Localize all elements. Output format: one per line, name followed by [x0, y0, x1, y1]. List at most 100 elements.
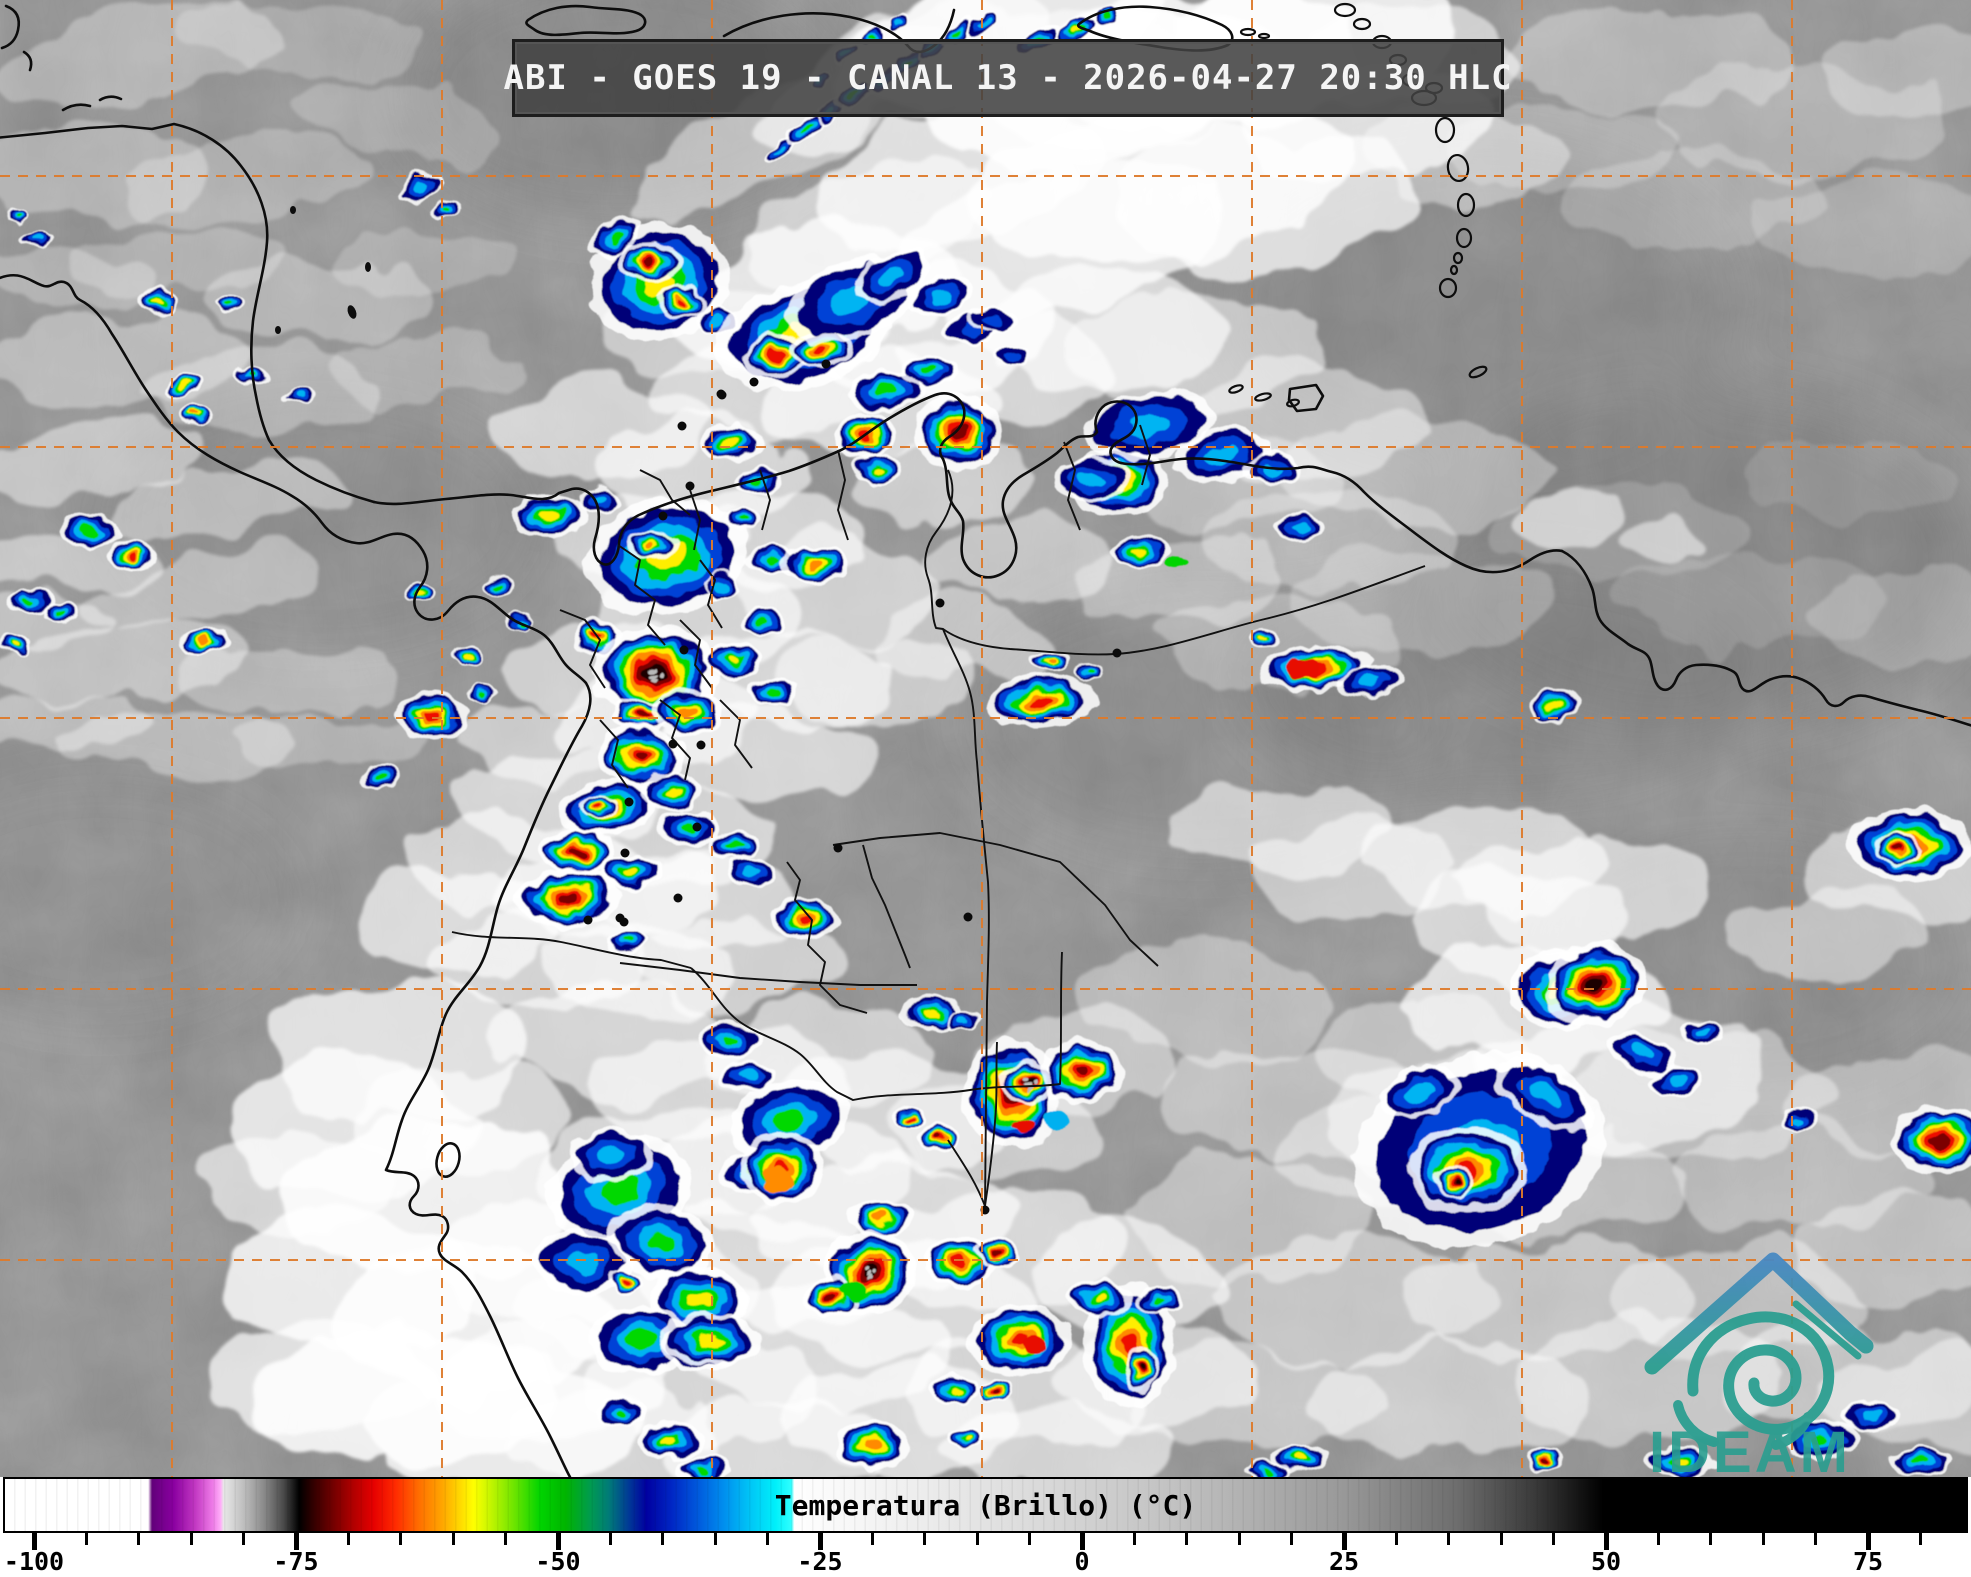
convective-cell — [285, 387, 315, 405]
cloud-blob — [1520, 490, 1620, 550]
colorbar-minor-tick — [189, 1533, 193, 1545]
ideam-logo: IDEAM — [1644, 1252, 1874, 1482]
convective-cell — [785, 114, 825, 146]
convective-cell — [721, 507, 763, 533]
convective-cell — [58, 513, 122, 551]
cloud-blob — [865, 600, 1055, 680]
temperature-colorbar: Temperatura (Brillo) (°C) — [3, 1477, 1968, 1533]
cloud-blob — [640, 915, 840, 1005]
cloud-blob — [320, 335, 520, 405]
convective-cell — [975, 1234, 1019, 1270]
colorbar-tick-label: -25 — [797, 1547, 843, 1576]
border-dept-1 — [617, 544, 666, 646]
convective-cell — [651, 1265, 749, 1335]
colorbar-major-tick — [1341, 1533, 1347, 1550]
coast-bay-islands — [0, 4, 123, 112]
convective-cell — [890, 1107, 926, 1129]
convective-cell — [567, 1128, 653, 1182]
convective-cell — [984, 674, 1096, 730]
convective-cell — [1001, 1061, 1055, 1103]
coast-honduras-nicaragua — [0, 122, 376, 504]
convective-cell — [977, 1379, 1013, 1401]
convective-cell — [1273, 1444, 1327, 1472]
convective-cell — [970, 9, 1000, 35]
convective-cell — [1843, 1400, 1897, 1432]
border-dept-4 — [699, 559, 723, 629]
city-dot — [658, 511, 668, 521]
convective-cell — [1528, 688, 1582, 722]
convective-cell — [1123, 1344, 1159, 1392]
cloud-blob — [860, 440, 1040, 520]
colorbar-minor-tick — [1447, 1533, 1451, 1545]
convective-cell — [703, 642, 763, 678]
cloud-blob — [170, 650, 390, 710]
city-dot — [833, 843, 843, 853]
cloud-blob — [360, 1065, 560, 1175]
convective-cell — [992, 345, 1032, 367]
convective-cell — [1649, 1066, 1703, 1098]
convective-cell — [1013, 1119, 1033, 1133]
convective-cell — [607, 1272, 643, 1294]
border-venezuela-internal — [1063, 424, 1151, 531]
cloud-blob — [101, 460, 359, 540]
border-vichada — [832, 832, 1159, 967]
cloud-blob — [0, 423, 210, 497]
city-dot — [677, 421, 687, 431]
city-dot — [679, 645, 689, 655]
convective-cell — [484, 575, 516, 595]
border-dept-6 — [599, 719, 629, 789]
cloud-blob — [660, 1400, 900, 1477]
convective-cell — [395, 690, 469, 742]
convective-cell — [656, 809, 720, 847]
city-dot — [716, 389, 726, 399]
convective-cell — [1407, 1126, 1529, 1214]
convective-cell — [944, 1012, 980, 1032]
convective-cell — [593, 1396, 647, 1428]
cloud-blob — [1820, 25, 1971, 115]
logo-roof-inner-line — [1792, 1300, 1862, 1360]
coast-trinidad — [1287, 383, 1325, 413]
cloud-blob — [650, 715, 870, 805]
colorbar-minor-tick — [923, 1533, 927, 1545]
convective-cell — [914, 392, 1002, 472]
convective-cell — [900, 355, 960, 385]
cloud-blob — [210, 1320, 430, 1440]
colorbar-minor-tick — [1918, 1533, 1922, 1545]
colorbar-strip: Temperatura (Brillo) (°C) -100 -75 -50 -25 0… — [0, 1477, 1971, 1577]
convective-cell — [658, 1312, 762, 1368]
convective-cell — [854, 248, 930, 304]
convective-cell — [846, 368, 926, 412]
convective-cell — [538, 830, 618, 874]
colorbar-minor-tick — [1656, 1533, 1660, 1545]
convective-cell — [210, 294, 242, 312]
colorbar-major-tick — [555, 1533, 561, 1550]
convective-cell — [1435, 1166, 1475, 1198]
convective-cell — [1872, 832, 1922, 864]
colorbar-minor-tick — [1499, 1533, 1503, 1545]
convective-cell — [5, 208, 31, 224]
logo-hurricane-spiral — [1687, 1311, 1835, 1435]
colorbar-tick-label: 25 — [1328, 1547, 1360, 1576]
colorbar-major-tick — [293, 1533, 299, 1550]
convective-cell — [1273, 513, 1327, 543]
convective-cell — [702, 573, 742, 599]
colorbar-minor-tick — [1185, 1533, 1189, 1545]
convective-cell — [906, 275, 974, 317]
convective-cell — [616, 242, 680, 282]
convective-cell — [431, 198, 463, 218]
logo-spiral-arm-left — [1673, 1400, 1719, 1447]
convective-cell — [1075, 663, 1105, 681]
convective-cell — [396, 172, 444, 204]
cloud-blob — [1450, 105, 1670, 195]
convective-cell — [40, 601, 80, 623]
cloud-blob — [1080, 535, 1280, 625]
convective-cell — [770, 897, 840, 939]
cloud-blob — [1740, 440, 1960, 520]
cloud-blob — [230, 712, 430, 768]
colorbar-minor-tick — [242, 1533, 246, 1545]
convective-cell — [606, 929, 650, 955]
city-dot — [963, 912, 973, 922]
convective-cell — [948, 1426, 984, 1448]
city-dot — [749, 377, 759, 387]
convective-cell — [1246, 1460, 1290, 1477]
